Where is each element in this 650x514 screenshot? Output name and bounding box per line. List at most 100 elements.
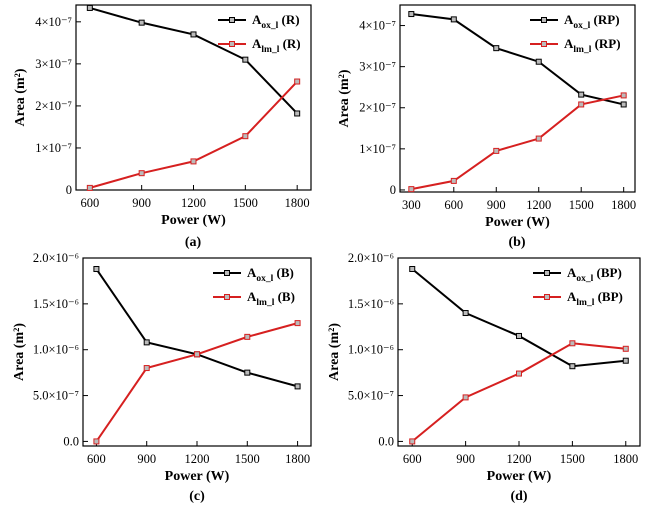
- x-tick-label: 1200: [526, 198, 551, 212]
- legend-marker: [229, 41, 235, 47]
- y-tick-label: 0.0: [378, 434, 394, 448]
- chart-panel-1: 0 1×10⁻⁷ 2×10⁻⁷ 3×10⁻⁷ 4×10⁻⁷ 600 900 1200 1500 1…: [13, 4, 312, 250]
- y-tick-label: 1.5×10⁻⁶: [33, 297, 79, 311]
- chart-panel-4: 0.0 5.0×10⁻⁷ 1.0×10⁻⁶ 1.5×10⁻⁶ 2.0×10⁻⁶ 600 90…: [327, 251, 641, 504]
- panel-label: (c): [189, 489, 205, 504]
- x-tick-label: 1500: [560, 452, 585, 466]
- series-line-1: [95, 268, 298, 388]
- chart-panel-2: 0 1×10⁻⁷ 2×10⁻⁷ 3×10⁻⁷ 4×10⁻⁷ 300 600 900 1200 15…: [337, 4, 636, 250]
- panel-label: (a): [185, 235, 202, 250]
- data-point: [294, 110, 301, 117]
- x-tick-label: 600: [444, 198, 463, 212]
- x-tick-label: 1500: [569, 198, 594, 212]
- legend-entry: Aox_l (B): [247, 265, 294, 284]
- x-axis-label: Power (W): [485, 215, 550, 230]
- data-point: [190, 158, 197, 165]
- data-point: [143, 339, 150, 346]
- x-tick-label: 1200: [185, 452, 210, 466]
- data-point: [408, 11, 415, 18]
- legend-marker: [224, 270, 230, 276]
- data-point: [450, 16, 457, 23]
- x-tick-label: 900: [487, 198, 506, 212]
- y-tick-label: 4×10⁻⁷: [359, 19, 396, 33]
- data-point: [143, 365, 150, 372]
- data-point: [244, 333, 251, 340]
- plot-frame: [399, 4, 636, 193]
- data-point: [86, 184, 93, 191]
- data-point: [569, 363, 576, 370]
- legend-entry: Alm_l (R): [252, 36, 301, 55]
- y-axis-label: Area (m²): [337, 69, 352, 127]
- x-tick-label: 900: [132, 196, 151, 210]
- x-tick-label: 600: [80, 196, 99, 210]
- legend-marker: [544, 270, 550, 276]
- data-point: [190, 31, 197, 38]
- y-tick-label: 2×10⁻⁷: [35, 99, 72, 113]
- y-tick-label: 2.0×10⁻⁶: [33, 251, 79, 265]
- x-tick-label: 600: [87, 452, 106, 466]
- data-point: [242, 133, 249, 140]
- data-point: [620, 101, 627, 108]
- y-axis-label: Area (m²): [327, 323, 342, 381]
- x-tick-label: 600: [403, 452, 422, 466]
- legend-marker: [541, 41, 547, 47]
- data-point: [93, 438, 100, 445]
- x-tick-label: 1500: [233, 196, 258, 210]
- y-tick-label: 1.0×10⁻⁶: [33, 343, 79, 357]
- data-point: [408, 186, 415, 193]
- x-tick-label: 1800: [285, 196, 310, 210]
- legend-entry: Aox_l (R): [252, 12, 300, 31]
- data-point: [535, 135, 542, 142]
- data-point: [462, 310, 469, 317]
- data-point: [622, 345, 629, 352]
- y-tick-label: 2.0×10⁻⁶: [348, 251, 394, 265]
- legend-marker: [224, 294, 230, 300]
- data-point: [138, 19, 145, 26]
- data-point: [569, 340, 576, 347]
- data-point: [620, 92, 627, 99]
- series-line-1: [411, 268, 626, 368]
- data-point: [194, 351, 200, 358]
- data-point: [242, 56, 249, 63]
- x-tick-label: 1800: [611, 198, 636, 212]
- x-tick-label: 1500: [235, 452, 260, 466]
- data-point: [294, 78, 301, 85]
- y-tick-label: 0.0: [63, 434, 79, 448]
- series-line-2: [89, 80, 298, 189]
- legend-entry: Aox_l (RP): [564, 12, 620, 31]
- y-tick-label: 3×10⁻⁷: [359, 60, 396, 74]
- x-axis-label: Power (W): [165, 469, 230, 484]
- y-tick-label: 1×10⁻⁷: [35, 141, 72, 155]
- x-tick-label: 1200: [181, 196, 206, 210]
- data-point: [93, 266, 100, 273]
- y-tick-label: 5.0×10⁻⁷: [33, 389, 79, 403]
- legend-marker: [541, 17, 547, 23]
- x-tick-label: 900: [137, 452, 156, 466]
- x-tick-label: 300: [402, 198, 421, 212]
- data-point: [294, 320, 301, 327]
- series-line-2: [95, 322, 298, 442]
- x-axis-label: Power (W): [487, 469, 552, 484]
- series-line-1: [411, 13, 624, 106]
- series-line-2: [411, 94, 624, 191]
- data-point: [535, 58, 542, 65]
- y-tick-label: 1×10⁻⁷: [359, 142, 396, 156]
- y-tick-label: 2×10⁻⁷: [359, 101, 396, 115]
- data-point: [516, 370, 522, 377]
- data-point: [516, 332, 522, 339]
- y-tick-label: 1.0×10⁻⁶: [348, 343, 394, 357]
- data-point: [578, 101, 585, 108]
- data-point: [86, 4, 93, 11]
- panel-label: (b): [508, 235, 525, 250]
- data-point: [462, 394, 469, 401]
- data-point: [622, 357, 629, 364]
- data-point: [409, 266, 416, 273]
- y-tick-label: 3×10⁻⁷: [35, 57, 72, 71]
- series-line-2: [411, 342, 626, 443]
- y-axis-label: Area (m²): [13, 68, 28, 126]
- data-point: [578, 91, 585, 98]
- y-tick-label: 4×10⁻⁷: [35, 15, 72, 29]
- data-point: [294, 383, 301, 390]
- x-tick-label: 900: [456, 452, 475, 466]
